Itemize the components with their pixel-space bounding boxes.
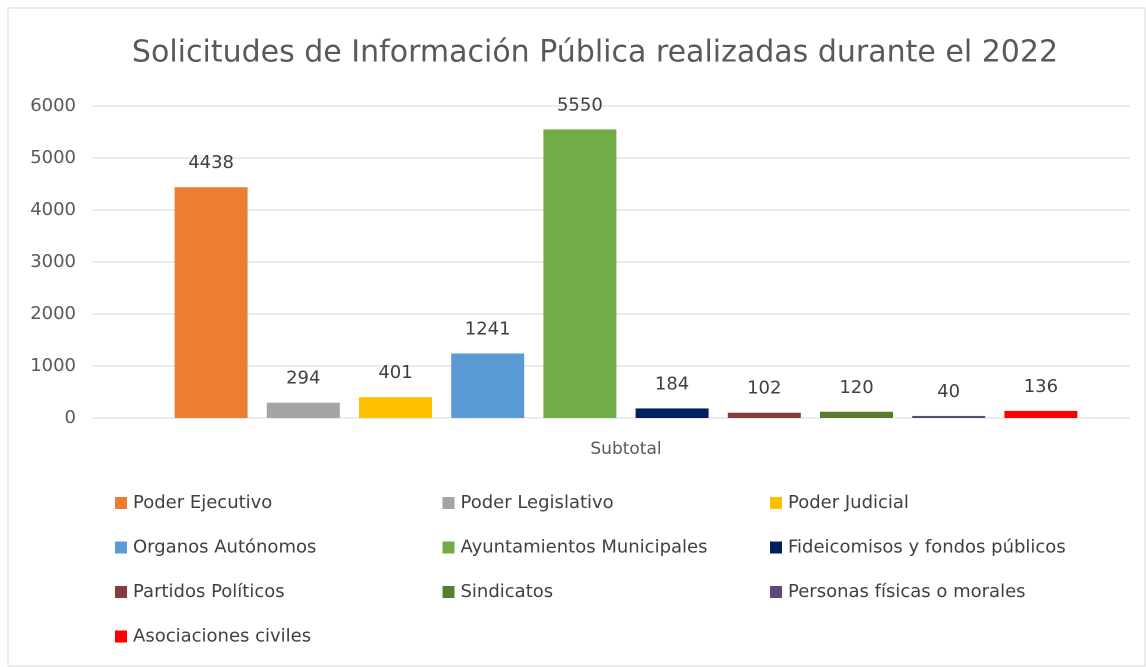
legend-label: Ayuntamientos Municipales bbox=[461, 537, 708, 558]
x-tick-label: Subtotal bbox=[590, 439, 661, 459]
y-tick-label: 6000 bbox=[30, 95, 76, 116]
data-label: 401 bbox=[378, 362, 412, 383]
data-label: 120 bbox=[839, 377, 873, 398]
bar bbox=[174, 187, 248, 418]
legend-label: Fideicomisos y fondos públicos bbox=[788, 537, 1066, 558]
bar bbox=[912, 415, 986, 418]
legend-label: Organos Autónomos bbox=[133, 537, 316, 558]
legend-key bbox=[115, 497, 127, 509]
data-label: 5550 bbox=[557, 94, 603, 115]
bar bbox=[543, 129, 617, 418]
bar bbox=[359, 397, 432, 418]
data-label: 136 bbox=[1024, 376, 1058, 397]
bar bbox=[820, 411, 893, 418]
legend-key bbox=[442, 497, 455, 509]
legend-label: Personas físicas o morales bbox=[788, 581, 1026, 602]
legend-label: Sindicatos bbox=[461, 581, 554, 602]
legend-label: Partidos Políticos bbox=[133, 581, 285, 602]
legend-key bbox=[115, 630, 127, 643]
bar bbox=[1004, 410, 1078, 418]
y-tick-label: 1000 bbox=[30, 355, 76, 376]
bar bbox=[635, 408, 709, 418]
data-label: 1241 bbox=[465, 318, 511, 339]
chart-title: Solicitudes de Información Pública reali… bbox=[132, 35, 1058, 70]
bar bbox=[451, 353, 525, 418]
data-label: 184 bbox=[655, 373, 689, 394]
data-label: 40 bbox=[937, 381, 960, 402]
legend-key bbox=[770, 497, 782, 509]
y-tick-label: 3000 bbox=[30, 251, 76, 272]
legend-label: Poder Ejecutivo bbox=[133, 492, 272, 513]
legend-label: Poder Legislativo bbox=[461, 492, 614, 513]
data-label: 102 bbox=[747, 378, 781, 399]
data-label: 4438 bbox=[188, 152, 234, 173]
bar bbox=[266, 402, 340, 418]
legend-key bbox=[115, 541, 127, 554]
legend-key bbox=[442, 541, 455, 554]
legend-key bbox=[115, 586, 127, 598]
y-tick-label: 2000 bbox=[30, 303, 76, 324]
legend-label: Asociaciones civiles bbox=[133, 626, 311, 647]
y-tick-label: 5000 bbox=[30, 147, 76, 168]
y-tick-label: 4000 bbox=[30, 199, 76, 220]
y-tick-label: 0 bbox=[65, 407, 76, 428]
bar bbox=[727, 412, 801, 418]
data-label: 294 bbox=[286, 368, 320, 389]
legend-key bbox=[770, 541, 782, 554]
legend-key bbox=[442, 586, 455, 598]
legend-label: Poder Judicial bbox=[788, 492, 909, 513]
legend-key bbox=[770, 586, 782, 598]
